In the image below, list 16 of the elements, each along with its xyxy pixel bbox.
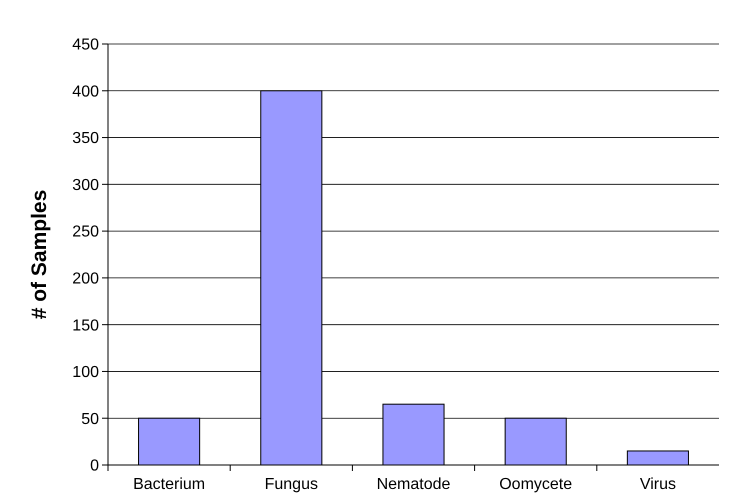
y-tick-label: 350: [72, 130, 100, 148]
x-tick-label: Bacterium: [133, 476, 206, 493]
y-tick-label: 0: [90, 458, 100, 475]
y-tick-label: 300: [72, 176, 100, 194]
y-tick-label: 450: [72, 36, 100, 54]
x-tick-label: Fungus: [264, 476, 318, 493]
y-tick-label: 50: [81, 410, 100, 428]
y-axis-title: # of Samples: [28, 190, 51, 320]
y-tick-label: 400: [72, 83, 100, 100]
x-tick-label: Nematode: [376, 476, 451, 493]
y-tick-label: 100: [72, 364, 100, 382]
y-tick-label: 200: [72, 270, 100, 288]
x-tick-label: Virus: [640, 476, 676, 493]
y-tick-label: 150: [72, 317, 100, 334]
x-tick-label: Oomycete: [499, 476, 572, 493]
y-tick-label: 250: [72, 224, 100, 241]
